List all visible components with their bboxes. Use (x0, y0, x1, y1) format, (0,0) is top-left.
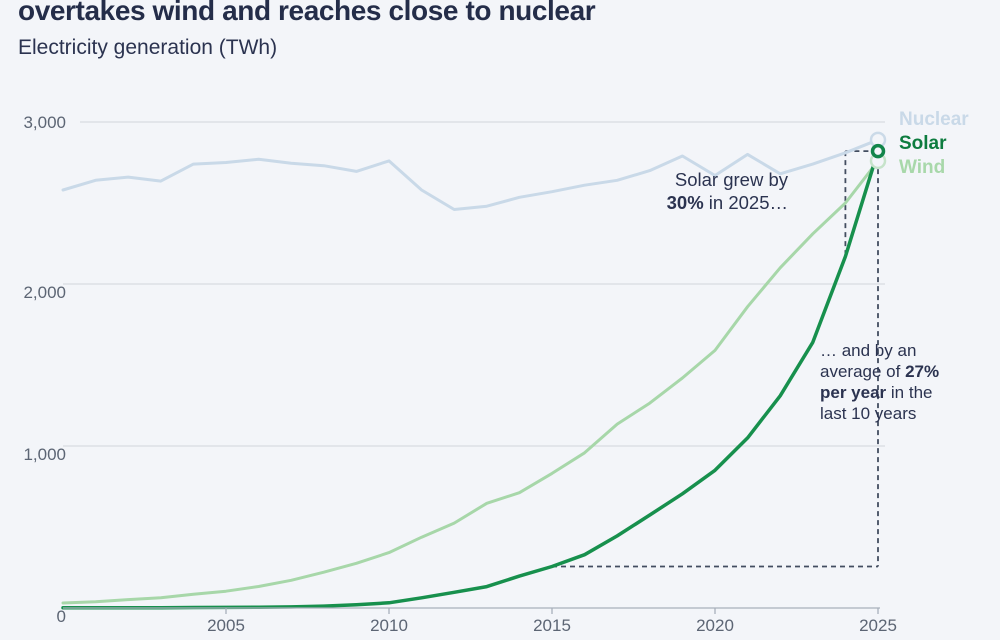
annotation-solar-2025: Solar grew by 30% in 2025… (666, 169, 788, 213)
chart-legend: Nuclear Solar Wind (899, 108, 969, 180)
x-axis-label: 2005 (207, 616, 245, 635)
y-axis-label: 3,000 (23, 113, 66, 132)
x-axis-label: 2010 (370, 616, 408, 635)
y-axis-label: 2,000 (23, 283, 66, 302)
chart-subtitle: Electricity generation (TWh) (18, 36, 278, 59)
legend-item-solar: Solar (899, 133, 947, 154)
annotation-solar-decade: … and by an average of 27% per year in the… (820, 341, 940, 423)
solar-end-marker (870, 143, 886, 159)
legend-item-nuclear: Nuclear (899, 109, 969, 130)
x-axis-label: 2020 (696, 616, 734, 635)
y-axis-label: 0 (57, 607, 66, 626)
x-axis-label: 2025 (859, 616, 897, 635)
nuclear-line (61, 138, 880, 211)
x-axis-label: 2015 (533, 616, 571, 635)
chart-title: overtakes wind and reaches close to nucl… (18, 0, 596, 26)
y-axis-label: 1,000 (23, 445, 66, 464)
solar-line (61, 149, 880, 610)
legend-item-wind: Wind (899, 157, 946, 178)
wind-line (61, 159, 880, 605)
